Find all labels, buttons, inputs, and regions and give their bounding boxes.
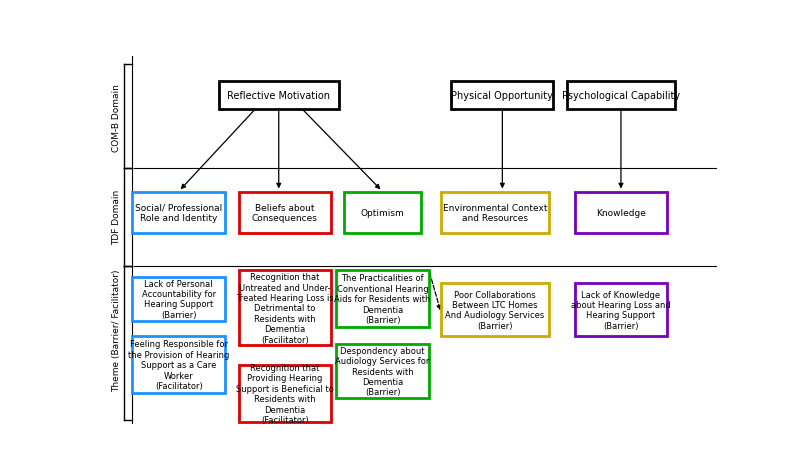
FancyBboxPatch shape <box>238 365 332 422</box>
FancyBboxPatch shape <box>132 193 225 233</box>
FancyBboxPatch shape <box>567 82 675 109</box>
Text: Recognition that
Providing Hearing
Support is Beneficial to
Residents with
Demen: Recognition that Providing Hearing Suppo… <box>236 363 334 424</box>
FancyBboxPatch shape <box>441 193 549 233</box>
FancyBboxPatch shape <box>336 345 429 398</box>
Text: Lack of Knowledge
about Hearing Loss and
Hearing Support
(Barrier): Lack of Knowledge about Hearing Loss and… <box>571 290 671 330</box>
Text: COM-B Domain: COM-B Domain <box>112 84 121 151</box>
FancyBboxPatch shape <box>575 193 667 233</box>
FancyBboxPatch shape <box>218 82 339 109</box>
FancyBboxPatch shape <box>132 277 225 321</box>
Text: Lack of Personal
Accountability for
Hearing Support
(Barrier): Lack of Personal Accountability for Hear… <box>142 279 216 319</box>
FancyBboxPatch shape <box>238 193 332 233</box>
Text: The Practicalities of
Conventional Hearing
Aids for Residents with
Dementia
(Bar: The Practicalities of Conventional Heari… <box>334 274 430 324</box>
FancyBboxPatch shape <box>336 271 429 327</box>
Text: Despondency about
Audiology Services for
Residents with
Dementia
(Barrier): Despondency about Audiology Services for… <box>336 346 430 397</box>
FancyBboxPatch shape <box>238 271 332 346</box>
Text: Optimism: Optimism <box>361 208 404 218</box>
FancyBboxPatch shape <box>132 337 225 393</box>
Text: Social/ Professional
Role and Identity: Social/ Professional Role and Identity <box>135 203 222 223</box>
Text: Psychological Capability: Psychological Capability <box>562 90 680 100</box>
Text: TDF Domain: TDF Domain <box>112 189 121 244</box>
FancyBboxPatch shape <box>575 283 667 337</box>
Text: Knowledge: Knowledge <box>596 208 646 218</box>
Text: Recognition that
Untreated and Under-
Treated Hearing Loss is
Detrimental to
Res: Recognition that Untreated and Under- Tr… <box>236 273 334 344</box>
Text: Poor Collaborations
Between LTC Homes
And Audiology Services
(Barrier): Poor Collaborations Between LTC Homes An… <box>446 290 544 330</box>
Text: Theme (Barrier/ Facilitator): Theme (Barrier/ Facilitator) <box>112 269 121 391</box>
Text: Beliefs about
Consequences: Beliefs about Consequences <box>252 203 318 223</box>
Text: Reflective Motivation: Reflective Motivation <box>227 90 330 100</box>
Text: Feeling Responsible for
the Provision of Hearing
Support as a Care
Worker
(Facil: Feeling Responsible for the Provision of… <box>128 340 230 390</box>
Text: Environmental Context
and Resources: Environmental Context and Resources <box>442 203 548 223</box>
Text: Physical Opportunity: Physical Opportunity <box>451 90 553 100</box>
FancyBboxPatch shape <box>451 82 553 109</box>
FancyBboxPatch shape <box>441 283 549 337</box>
FancyBboxPatch shape <box>344 193 421 233</box>
